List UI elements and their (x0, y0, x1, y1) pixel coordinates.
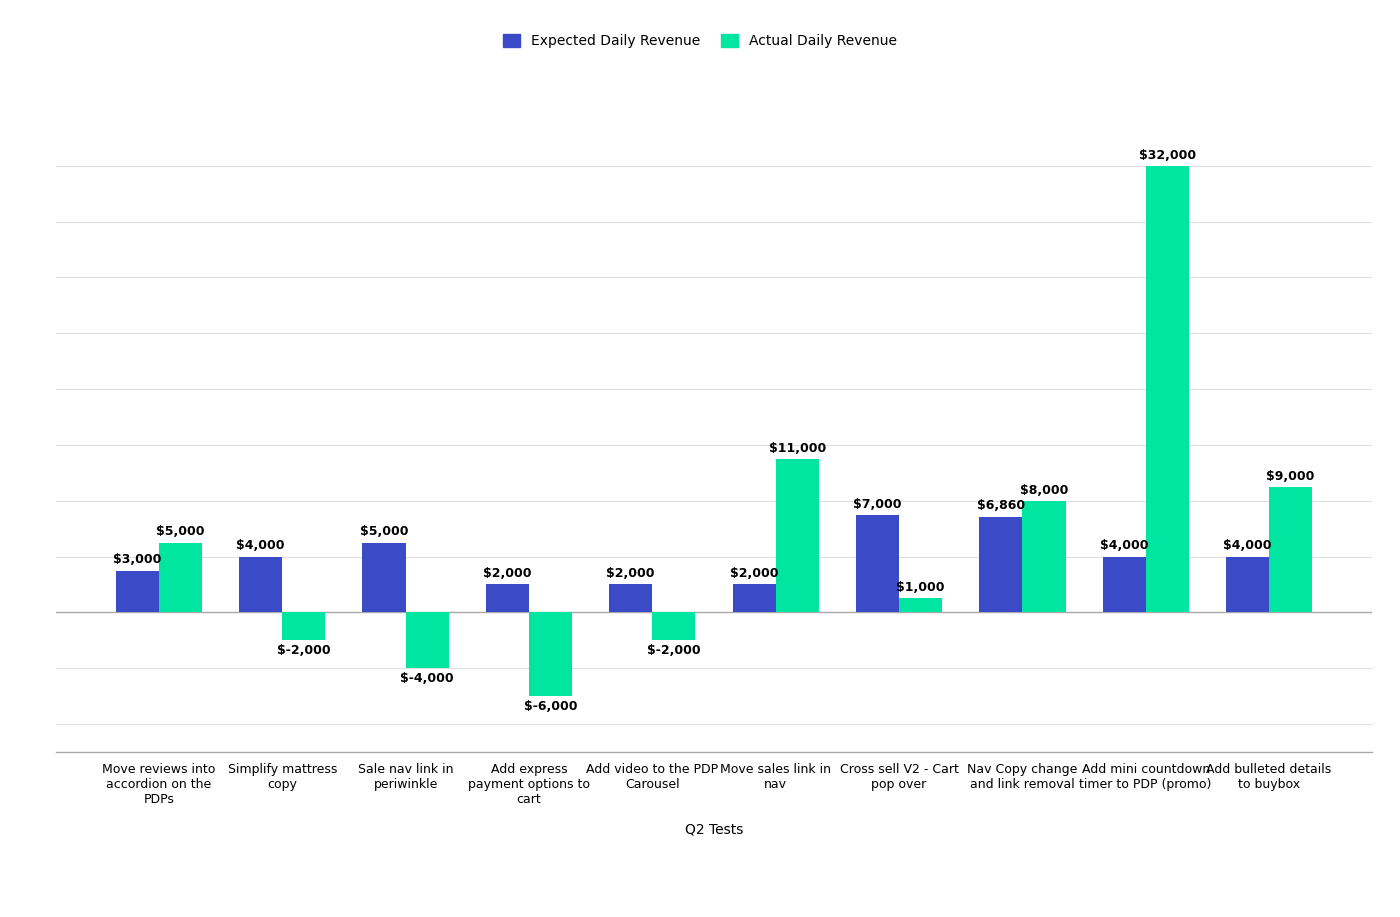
Text: $-4,000: $-4,000 (400, 672, 454, 685)
Bar (116, 570, 160, 613)
Bar (855, 514, 899, 613)
Text: $7,000: $7,000 (853, 498, 902, 511)
Text: $5,000: $5,000 (157, 525, 204, 538)
Text: $9,000: $9,000 (1267, 470, 1315, 482)
Bar (363, 543, 406, 613)
Bar (406, 613, 449, 668)
X-axis label: Q2 Tests: Q2 Tests (685, 823, 743, 836)
Text: $6,860: $6,860 (977, 500, 1025, 513)
Text: $11,000: $11,000 (769, 442, 826, 455)
Bar (1022, 501, 1065, 613)
Bar (529, 613, 573, 696)
Text: $5,000: $5,000 (360, 525, 409, 538)
Bar (160, 543, 202, 613)
Bar (239, 557, 283, 613)
Bar (283, 613, 325, 640)
Text: $4,000: $4,000 (237, 539, 286, 552)
Bar (732, 584, 776, 613)
Text: $-6,000: $-6,000 (524, 701, 577, 713)
Text: $1,000: $1,000 (896, 581, 945, 594)
Text: $4,000: $4,000 (1100, 539, 1148, 552)
Bar (652, 613, 696, 640)
Text: $8,000: $8,000 (1019, 483, 1068, 497)
Text: $-2,000: $-2,000 (647, 645, 701, 657)
Bar (1268, 487, 1312, 613)
Text: $32,000: $32,000 (1138, 149, 1196, 161)
Bar (486, 584, 529, 613)
Bar (979, 516, 1022, 613)
Bar (1103, 557, 1145, 613)
Bar (776, 458, 819, 613)
Text: $2,000: $2,000 (483, 568, 532, 580)
Legend: Expected Daily Revenue, Actual Daily Revenue: Expected Daily Revenue, Actual Daily Rev… (503, 35, 897, 49)
Text: $4,000: $4,000 (1224, 539, 1271, 552)
Text: $-2,000: $-2,000 (277, 645, 330, 657)
Text: $2,000: $2,000 (729, 568, 778, 580)
Text: $2,000: $2,000 (606, 568, 655, 580)
Bar (899, 599, 942, 613)
Bar (1145, 166, 1189, 613)
Text: $3,000: $3,000 (113, 553, 161, 567)
Bar (1226, 557, 1268, 613)
Bar (609, 584, 652, 613)
